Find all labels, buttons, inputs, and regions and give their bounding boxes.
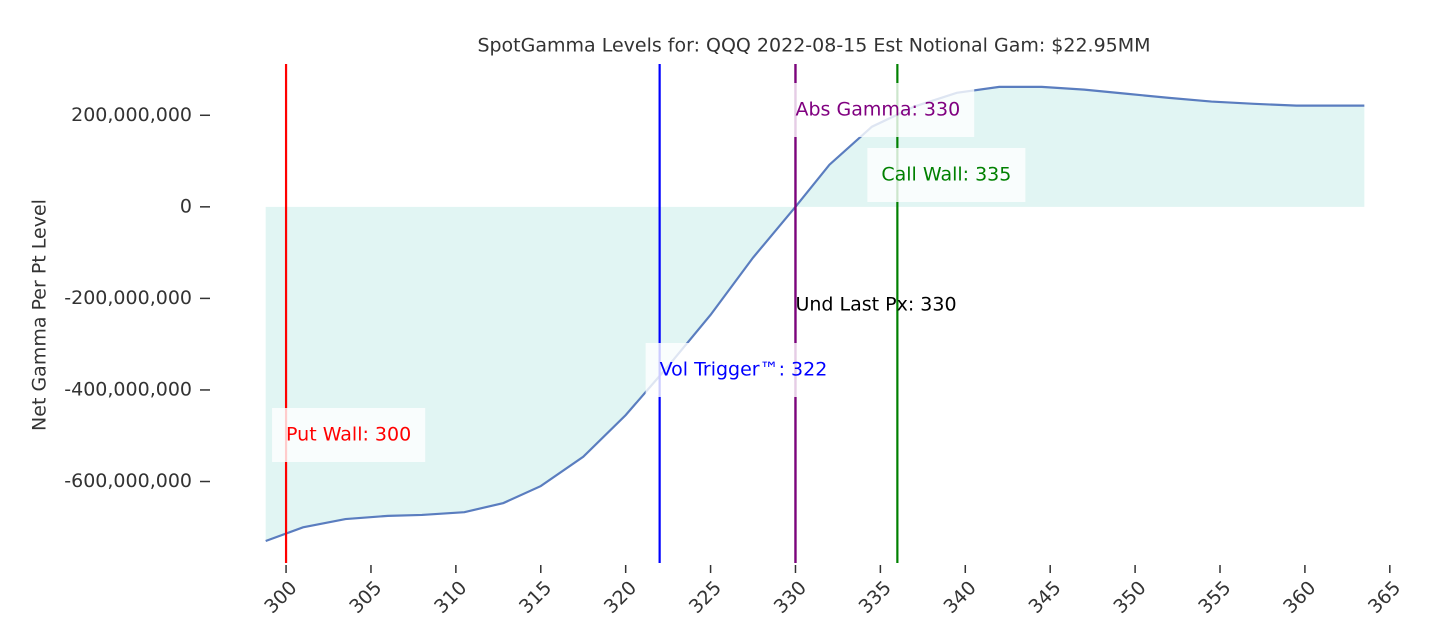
x-tick-label: 305: [345, 577, 386, 618]
x-tick-label: 360: [1279, 577, 1320, 618]
level-label: Vol Trigger™: 322: [660, 359, 828, 381]
level-label: Und Last Px: 330: [795, 294, 956, 316]
gamma-line: [265, 85, 1365, 543]
x-tick-label: 335: [855, 577, 896, 618]
y-tick-label: -400,000,000: [64, 378, 192, 400]
y-tick-label: -600,000,000: [64, 470, 192, 492]
x-tick-label: 355: [1194, 577, 1235, 618]
y-tick-label: -200,000,000: [64, 287, 192, 309]
y-axis-label: Net Gamma Per Pt Level: [29, 199, 51, 431]
level-label: Put Wall: 300: [286, 424, 411, 446]
level-label: Call Wall: 335: [881, 164, 1011, 186]
x-tick-label: 345: [1024, 577, 1065, 618]
x-tick-label: 330: [770, 577, 811, 618]
chart-title: SpotGamma Levels for: QQQ 2022-08-15 Est…: [477, 35, 1150, 57]
y-tick-label: 200,000,000: [71, 104, 192, 126]
level-label-bg: [645, 343, 842, 397]
x-tick-label: 340: [940, 577, 981, 618]
x-tick-label: 300: [260, 577, 301, 618]
level-label-bg: [272, 408, 426, 462]
x-tick-label: 350: [1109, 577, 1150, 618]
level-label-bg: [781, 83, 975, 137]
x-tick-label: 310: [430, 577, 471, 618]
x-tick-label: 315: [515, 577, 556, 618]
area-fill: [265, 86, 1365, 542]
x-tick-label: 320: [600, 577, 641, 618]
y-tick-label: 0: [180, 195, 192, 217]
level-label-bg: [867, 148, 1026, 202]
x-tick-label: 365: [1364, 577, 1405, 618]
level-label: Abs Gamma: 330: [795, 99, 960, 121]
x-tick-label: 325: [685, 577, 726, 618]
